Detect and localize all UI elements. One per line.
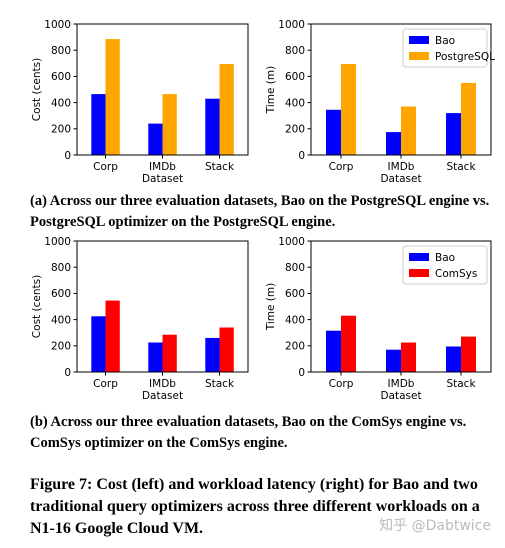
- bar-comsys-corp: [105, 300, 120, 372]
- x-tick-label: IMDb: [388, 161, 415, 173]
- bar-bao-imdb: [148, 123, 163, 155]
- x-axis-label: Dataset: [142, 390, 183, 402]
- bar-postgresql-stack: [461, 82, 476, 155]
- bar-comsys-stack: [219, 327, 234, 372]
- legend-label-bao: Bao: [435, 35, 455, 47]
- bar-bao-imdb: [148, 342, 163, 372]
- bar-bao-stack: [205, 337, 220, 372]
- legend-swatch-comsys: [409, 269, 429, 277]
- y-tick-label: 200: [51, 341, 71, 353]
- y-tick-label: 0: [64, 150, 71, 162]
- x-axis-label: Dataset: [142, 173, 183, 185]
- y-tick-label: 400: [285, 97, 305, 109]
- y-tick-label: 0: [298, 367, 305, 379]
- bar-comsys-imdb: [401, 342, 416, 372]
- x-tick-label: IMDb: [149, 161, 176, 173]
- legend-swatch-bao: [409, 36, 429, 44]
- x-tick-label: IMDb: [149, 378, 176, 390]
- figure-caption: Figure 7: Cost (left) and workload laten…: [30, 476, 480, 537]
- y-tick-label: 1000: [44, 236, 71, 248]
- x-tick-label: Corp: [93, 161, 118, 173]
- x-tick-label: Stack: [205, 161, 235, 173]
- bar-comsys-corp: [341, 315, 356, 372]
- y-tick-label: 800: [285, 45, 305, 57]
- x-axis-label: Dataset: [380, 390, 421, 402]
- y-tick-label: 400: [51, 314, 71, 326]
- bar-comsys-imdb: [162, 334, 177, 372]
- bar-bao-corp: [91, 94, 106, 155]
- watermark: 知乎 @Dabtwice: [379, 518, 491, 534]
- y-tick-label: 0: [298, 150, 305, 162]
- bar-postgresql-imdb: [401, 106, 416, 155]
- y-axis-label: Time (m): [265, 66, 277, 114]
- bar-bao-imdb: [386, 132, 401, 155]
- bar-postgresql-corp: [341, 64, 356, 155]
- x-tick-label: Corp: [329, 161, 354, 173]
- bar-bao-stack: [446, 113, 461, 155]
- bar-bao-stack: [446, 346, 461, 372]
- y-tick-label: 800: [285, 262, 305, 274]
- bar-bao-imdb: [386, 349, 401, 372]
- y-tick-label: 0: [64, 367, 71, 379]
- caption-b: (b) Across our three evaluation datasets…: [30, 414, 467, 451]
- legend-swatch-bao: [409, 253, 429, 261]
- x-tick-label: Corp: [329, 378, 354, 390]
- x-tick-label: Corp: [93, 378, 118, 390]
- bar-bao-corp: [326, 330, 341, 372]
- x-tick-label: Stack: [446, 378, 476, 390]
- y-tick-label: 800: [51, 262, 71, 274]
- y-tick-label: 600: [51, 288, 71, 300]
- legend-label-comsys: ComSys: [435, 268, 477, 280]
- bar-bao-corp: [91, 316, 106, 372]
- x-axis-label: Dataset: [380, 173, 421, 185]
- bar-postgresql-stack: [219, 64, 234, 155]
- y-tick-label: 200: [51, 124, 71, 136]
- x-tick-label: Stack: [446, 161, 476, 173]
- y-tick-label: 1000: [278, 236, 305, 248]
- bar-comsys-stack: [461, 336, 476, 372]
- y-tick-label: 800: [51, 45, 71, 57]
- y-tick-label: 1000: [278, 19, 305, 31]
- y-tick-label: 600: [51, 71, 71, 83]
- bar-bao-corp: [326, 109, 341, 155]
- legend-label-postgresql: PostgreSQL: [435, 51, 495, 63]
- y-tick-label: 600: [285, 288, 305, 300]
- legend-swatch-postgresql: [409, 52, 429, 60]
- y-axis-label: Time (m): [265, 283, 277, 331]
- legend-label-bao: Bao: [435, 252, 455, 264]
- y-tick-label: 200: [285, 124, 305, 136]
- caption-a: (a) Across our three evaluation datasets…: [30, 193, 490, 230]
- bar-postgresql-corp: [105, 39, 120, 155]
- y-tick-label: 600: [285, 71, 305, 83]
- y-tick-label: 1000: [44, 19, 71, 31]
- y-tick-label: 200: [285, 341, 305, 353]
- bar-bao-stack: [205, 98, 220, 155]
- y-axis-label: Cost (cents): [31, 275, 43, 338]
- y-tick-label: 400: [51, 97, 71, 109]
- y-axis-label: Cost (cents): [31, 58, 43, 121]
- bar-postgresql-imdb: [162, 94, 177, 155]
- x-tick-label: IMDb: [388, 378, 415, 390]
- x-tick-label: Stack: [205, 378, 235, 390]
- y-tick-label: 400: [285, 314, 305, 326]
